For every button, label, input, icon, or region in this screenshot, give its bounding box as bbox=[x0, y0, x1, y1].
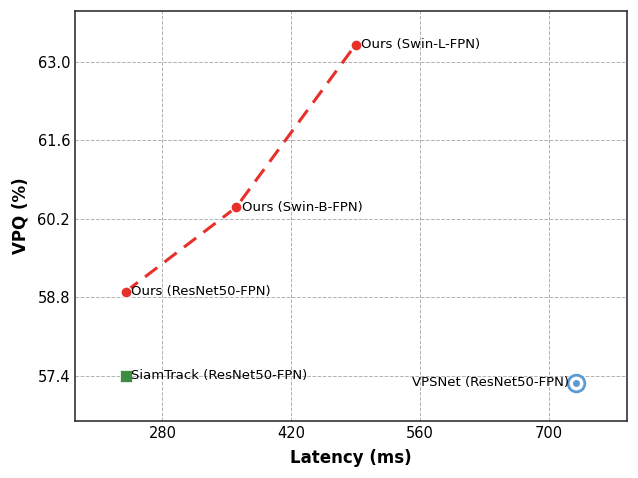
Y-axis label: VPQ (%): VPQ (%) bbox=[11, 178, 29, 254]
X-axis label: Latency (ms): Latency (ms) bbox=[290, 449, 412, 467]
Text: SiamTrack (ResNet50-FPN): SiamTrack (ResNet50-FPN) bbox=[131, 369, 308, 382]
Text: Ours (Swin-B-FPN): Ours (Swin-B-FPN) bbox=[242, 201, 362, 214]
Text: Ours (Swin-L-FPN): Ours (Swin-L-FPN) bbox=[361, 38, 480, 51]
Text: VPSNet (ResNet50-FPN): VPSNet (ResNet50-FPN) bbox=[412, 376, 569, 389]
Text: Ours (ResNet50-FPN): Ours (ResNet50-FPN) bbox=[131, 285, 271, 298]
